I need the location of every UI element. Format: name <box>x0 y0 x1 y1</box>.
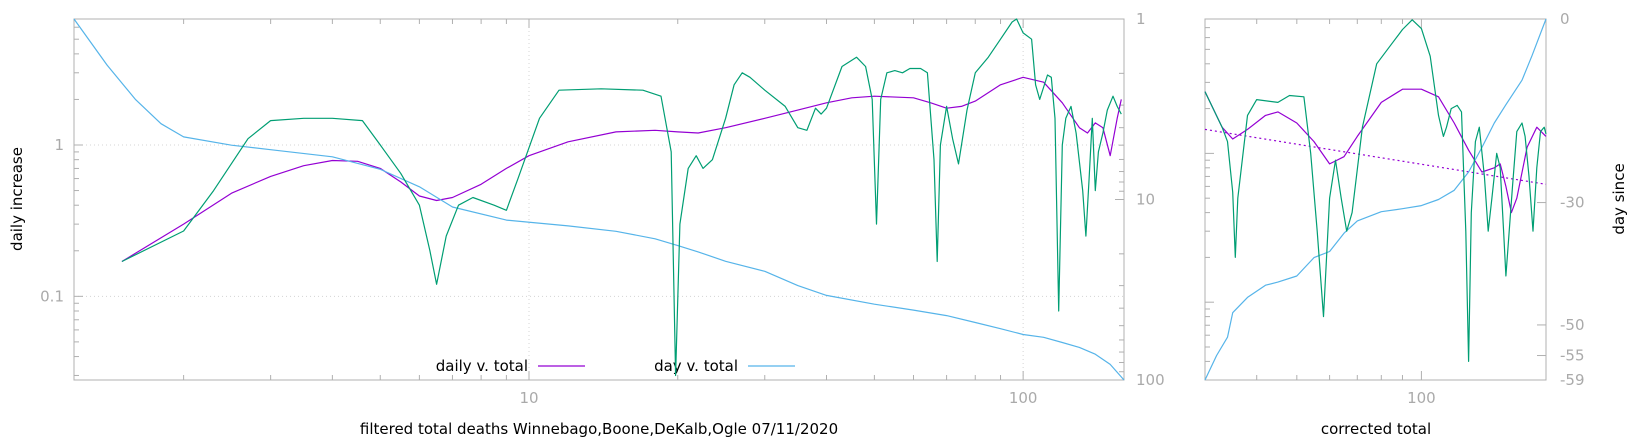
left-x-tick-label: 10 <box>519 389 538 407</box>
right-series-line-2 <box>1204 18 1547 381</box>
right-y2-tick-label: 0 <box>1560 10 1570 28</box>
right-series <box>1204 18 1547 381</box>
right-series-line-0 <box>1204 88 1547 214</box>
left-series-line-1 <box>73 18 1125 381</box>
left-y2-tick-label: 1 <box>1136 10 1146 28</box>
left-y-tick-label: 1 <box>54 136 64 154</box>
left-x-tick-label: 100 <box>1009 389 1038 407</box>
legend-label-day: day v. total <box>654 357 738 375</box>
left-y2-tick-label: 10 <box>1136 191 1155 209</box>
right-plot-border <box>1204 18 1547 381</box>
left-series-line-2 <box>121 18 1122 377</box>
left-y2-tick-label: 100 <box>1136 371 1165 389</box>
legend-label-daily: daily v. total <box>436 357 528 375</box>
left-series-line-0 <box>121 76 1122 263</box>
right-y2-tick-label: -55 <box>1560 347 1585 365</box>
right-x-axis-title: corrected total <box>1321 420 1431 438</box>
left-x-axis-title: filtered total deaths Winnebago,Boone,De… <box>360 420 838 438</box>
left-series <box>73 18 1125 381</box>
left-y-tick-label: 0.1 <box>40 287 64 305</box>
right-y2-tick-label: -30 <box>1560 194 1585 212</box>
right-series-line-3 <box>1204 19 1547 362</box>
right-y2-axis-title: day since <box>1610 163 1628 234</box>
left-plot-border <box>73 18 1125 381</box>
left-ticks: 10 100 0.1 1 1 10 100 <box>40 10 1165 407</box>
left-y-axis-title: daily increase <box>8 147 26 251</box>
right-x-tick-label: 100 <box>1407 389 1436 407</box>
left-grid <box>74 19 1124 380</box>
right-ticks: 100 0 -30 -50 -55 -59 <box>1204 10 1585 407</box>
right-y2-tick-label: -50 <box>1560 316 1585 334</box>
legend: daily v. total day v. total <box>436 357 795 375</box>
right-y2-tick-label: -59 <box>1560 371 1585 389</box>
